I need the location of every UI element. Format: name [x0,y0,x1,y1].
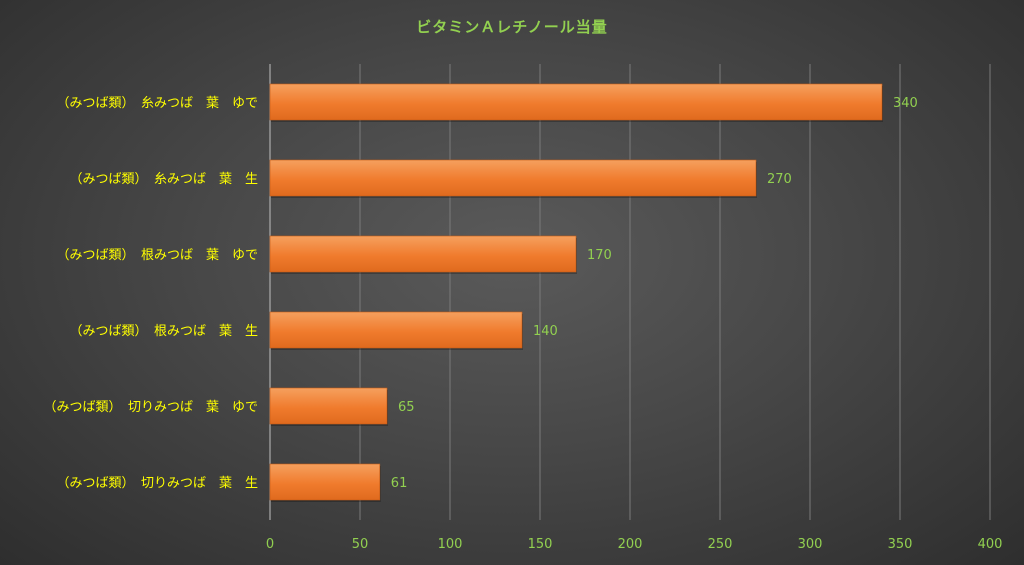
category-label: （みつば類） 切りみつば 葉 ゆで [43,400,258,415]
bar[interactable] [269,463,381,501]
x-tick-label: 400 [978,537,1003,552]
category-label: （みつば類） 糸みつば 葉 生 [69,172,258,187]
grid-lines [269,64,991,520]
x-tick-label: 350 [888,537,913,552]
bar[interactable] [269,235,577,273]
chart-title: ビタミンＡレチノール当量 [416,18,608,36]
bars [269,83,883,502]
data-label: 170 [587,248,612,263]
x-tick-label: 200 [618,537,643,552]
data-label: 61 [391,476,408,491]
x-tick-labels: 0 50 100 150 200 250 300 350 400 [266,537,1003,552]
data-label: 140 [533,324,558,339]
x-tick-label: 250 [708,537,733,552]
bar[interactable] [269,159,757,197]
bar[interactable] [269,83,883,121]
bar[interactable] [269,311,523,349]
category-label: （みつば類） 切りみつば 葉 生 [56,476,258,491]
x-tick-label: 50 [352,537,369,552]
data-label: 65 [398,400,415,415]
x-tick-label: 100 [438,537,463,552]
x-tick-label: 0 [266,537,274,552]
data-label: 340 [893,96,918,111]
bar[interactable] [269,387,388,425]
category-label: （みつば類） 糸みつば 葉 ゆで [56,96,258,111]
data-label: 270 [767,172,792,187]
x-tick-label: 150 [528,537,553,552]
data-labels: 340 270 170 140 65 61 [391,96,918,491]
x-tick-label: 300 [798,537,823,552]
category-labels: （みつば類） 糸みつば 葉 ゆで （みつば類） 糸みつば 葉 生 （みつば類） 根み… [43,96,258,491]
category-label: （みつば類） 根みつば 葉 ゆで [56,248,258,263]
category-label: （みつば類） 根みつば 葉 生 [69,324,258,339]
